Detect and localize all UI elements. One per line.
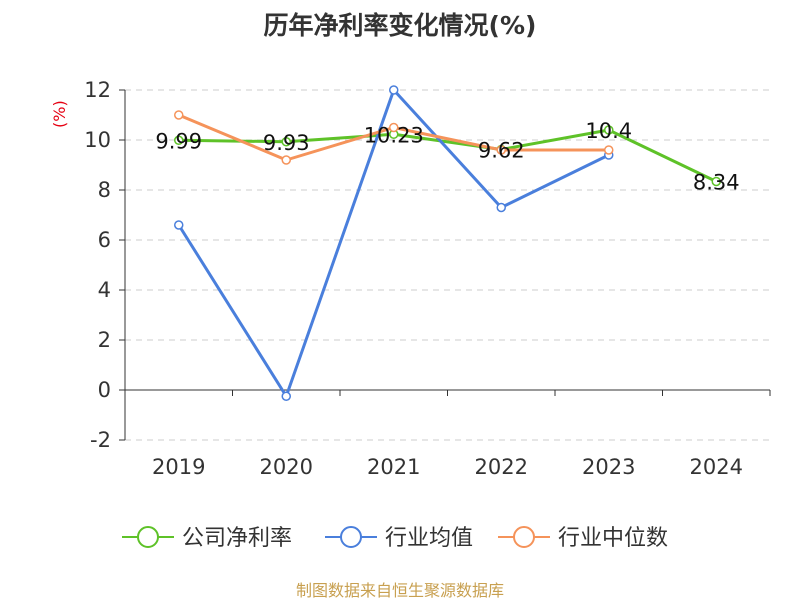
legend-label: 公司净利率 bbox=[182, 526, 292, 551]
y-tick-label: -2 bbox=[90, 428, 111, 452]
data-label: 9.99 bbox=[155, 129, 202, 153]
chart-title: 历年净利率变化情况(%) bbox=[263, 11, 537, 40]
y-tick-label: 12 bbox=[84, 78, 111, 102]
x-tick-label: 2021 bbox=[367, 455, 420, 479]
source-note: 制图数据来自恒生聚源数据库 bbox=[295, 581, 504, 600]
y-tick-label: 8 bbox=[98, 178, 111, 202]
data-point bbox=[281, 137, 291, 147]
legend-label: 行业均值 bbox=[385, 526, 473, 551]
data-labels: 9.99 9.93 10.23 9.62 10.4 8.34 bbox=[155, 119, 739, 195]
data-point bbox=[604, 125, 614, 135]
data-point bbox=[174, 135, 184, 145]
axes: -2 0 2 4 6 8 10 12 2019 2020 2021 2022 2023 2024 bbox=[84, 78, 771, 479]
y-tick-label: 4 bbox=[98, 278, 111, 302]
data-point bbox=[711, 176, 721, 187]
series-line bbox=[178, 128, 717, 183]
data-point bbox=[174, 220, 184, 230]
legend-marker bbox=[513, 526, 535, 548]
x-tick-label: 2019 bbox=[152, 455, 205, 479]
data-point bbox=[281, 155, 291, 165]
y-tick-label: 2 bbox=[98, 328, 111, 352]
x-tick-label: 2020 bbox=[260, 455, 313, 479]
x-tick-label: 2024 bbox=[690, 455, 743, 479]
y-tick-label: 10 bbox=[84, 128, 111, 152]
legend: 公司净利率 行业均值 行业中位数 bbox=[122, 526, 668, 551]
data-point bbox=[281, 391, 291, 401]
data-point bbox=[496, 145, 506, 155]
data-label: 10.4 bbox=[585, 119, 632, 143]
data-point bbox=[174, 110, 184, 120]
data-label: 8.34 bbox=[693, 171, 740, 195]
data-label: 9.93 bbox=[263, 131, 310, 155]
x-tick-label: 2023 bbox=[582, 455, 635, 479]
data-point bbox=[389, 122, 399, 133]
legend-marker bbox=[340, 526, 362, 548]
legend-label: 行业中位数 bbox=[558, 526, 668, 551]
data-point bbox=[389, 85, 399, 95]
legend-marker bbox=[137, 526, 159, 548]
y-tick-label: 0 bbox=[98, 378, 111, 402]
x-tick-label: 2022 bbox=[475, 455, 528, 479]
data-label: 9.62 bbox=[478, 139, 525, 163]
series-lines bbox=[174, 85, 721, 401]
y-tick-label: 6 bbox=[98, 228, 111, 252]
data-label: 10.23 bbox=[364, 123, 424, 147]
data-point bbox=[604, 145, 614, 155]
data-point bbox=[496, 202, 506, 213]
